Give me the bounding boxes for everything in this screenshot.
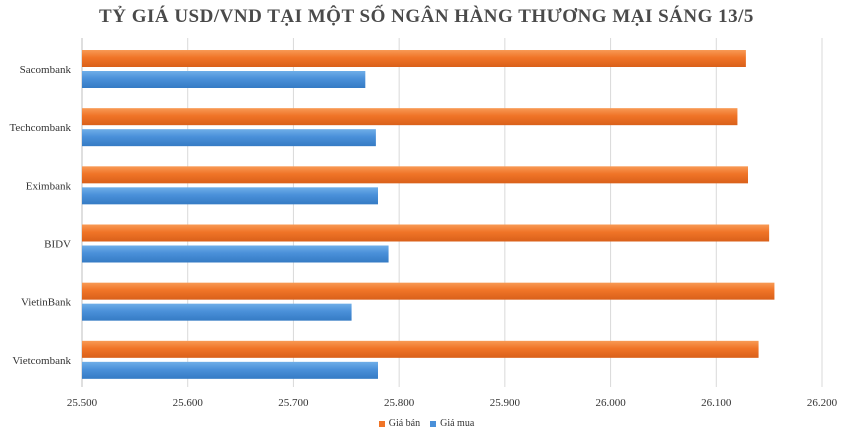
bar-gia-mua-eximbank: [82, 187, 378, 205]
bar-gia-ban-techcombank: [82, 108, 738, 126]
bar-gia-mua-bidv: [82, 245, 389, 263]
bar-gia-ban-vietinbank: [82, 282, 775, 300]
bar-gia-ban-eximbank: [82, 166, 748, 184]
legend-item-0: Giá bán: [378, 418, 421, 429]
x-tick-label: 25.600: [173, 397, 204, 409]
bar-gia-mua-vietinbank: [82, 303, 352, 321]
category-label: Sacombank: [20, 64, 72, 76]
bar-gia-ban-vietcombank: [82, 340, 759, 358]
category-label: Eximbank: [26, 180, 72, 192]
x-tick-label: 26.100: [701, 397, 732, 409]
category-label: Vietcombank: [12, 355, 71, 367]
x-tick-label: 25.500: [67, 397, 98, 409]
category-label: BIDV: [44, 239, 71, 251]
legend: Giá bán Giá mua: [0, 418, 853, 429]
bar-gia-ban-sacombank: [82, 50, 746, 67]
bar-gia-mua-sacombank: [82, 71, 366, 88]
x-tick-label: 25.800: [384, 397, 415, 409]
legend-swatch-0: [378, 420, 385, 427]
x-tick-label: 25.900: [490, 397, 521, 409]
x-tick-label: 26.200: [807, 397, 838, 409]
chart-title: TỶ GIÁ USD/VND TẠI MỘT SỐ NGÂN HÀNG THƯƠ…: [99, 6, 754, 27]
bar-gia-mua-techcombank: [82, 129, 376, 147]
bar-gia-mua-vietcombank: [82, 361, 378, 379]
category-label: Techcombank: [9, 122, 71, 134]
x-tick-label: 26.000: [595, 397, 626, 409]
legend-item-1: Giá mua: [430, 418, 474, 429]
category-label: VietinBank: [21, 297, 72, 309]
legend-swatch-1: [430, 420, 437, 427]
bar-gia-ban-bidv: [82, 224, 770, 242]
legend-label-1: Giá mua: [440, 418, 475, 429]
x-tick-label: 25.700: [278, 397, 309, 409]
legend-label-0: Giá bán: [388, 418, 421, 429]
